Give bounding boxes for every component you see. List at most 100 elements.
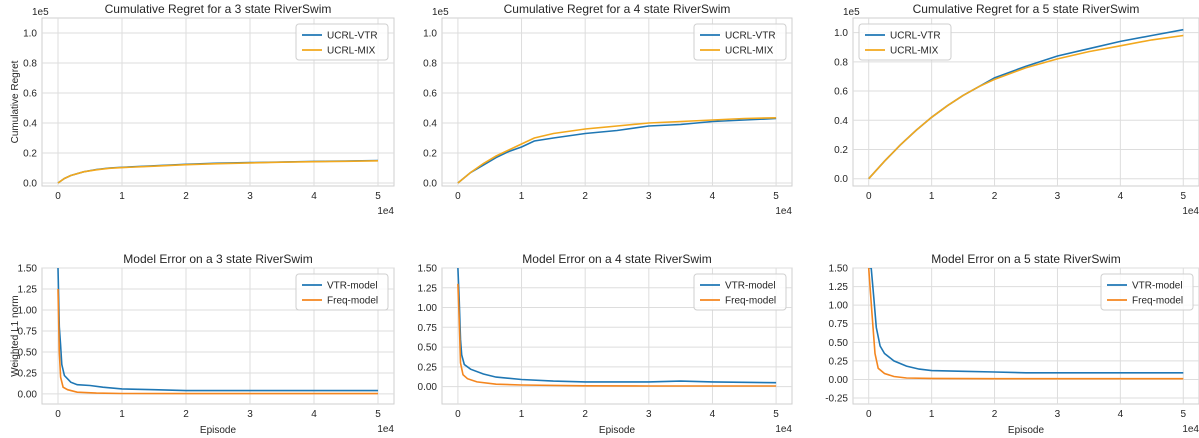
x-tick-label: 2 (582, 409, 588, 420)
legend-label: UCRL-MIX (725, 46, 774, 57)
legend: VTR-model Freq-model (693, 273, 787, 311)
x-tick-label: 0 (455, 409, 461, 420)
y-tick-label: 0.6 (834, 87, 848, 98)
chart-panel-6: -0.25 0.00 0.25 0.50 0.75 1.00 1.25 1.50 0 1 2 3 4 5 1… (825, 252, 1199, 436)
series-line-1 (868, 268, 1184, 374)
x-tick-label: 0 (866, 191, 872, 202)
chart-panel-2: 0.0 0.2 0.4 0.6 0.8 1.0 0 1 2 3 4 5 1e5 1e4 Cumulative… (423, 2, 793, 217)
y-multiplier: 1e5 (843, 7, 860, 18)
chart-panel-1: 0.0 0.2 0.4 0.6 0.8 1.0 0 1 2 3 4 5 1e5 1e4 Cumulative… (10, 2, 395, 217)
x-tick-label: 1 (119, 191, 125, 202)
y-tick-label: 0.00 (18, 389, 38, 400)
x-tick-label: 5 (375, 409, 381, 420)
y-tick-label: 0.8 (23, 59, 37, 70)
x-tick-label: 3 (247, 409, 253, 420)
x-multiplier: 1e4 (775, 206, 792, 217)
x-tick-label: 2 (582, 191, 588, 202)
y-tick-label: 0.00 (829, 375, 849, 386)
x-tick-label: 2 (992, 409, 998, 420)
y-tick-label: 0.4 (834, 116, 848, 127)
y-tick-label: 0.8 (834, 57, 848, 68)
x-multiplier: 1e4 (775, 424, 792, 435)
series-line-2 (867, 268, 1184, 380)
legend-label: VTR-model (327, 281, 378, 292)
y-tick-label: 0.25 (18, 368, 38, 379)
y-tick-label: 1.50 (829, 264, 849, 275)
y-tick-label: 0.4 (23, 119, 37, 130)
chart-title: Cumulative Regret for a 4 state RiverSwi… (504, 2, 731, 16)
series-line-2 (57, 160, 379, 184)
y-tick-label: 0.75 (829, 319, 849, 330)
y-tick-label: 0.50 (829, 338, 849, 349)
x-tick-label: 1 (929, 191, 935, 202)
x-tick-label: 5 (773, 409, 779, 420)
y-tick-label: 0.6 (23, 89, 37, 100)
x-tick-label: 4 (311, 191, 317, 202)
x-tick-label: 4 (1118, 191, 1124, 202)
legend-box (295, 273, 389, 311)
y-multiplier: 1e5 (32, 7, 49, 18)
x-tick-label: 1 (119, 409, 125, 420)
y-tick-label: 1.25 (18, 284, 38, 295)
legend-label: VTR-model (725, 281, 776, 292)
series-line-2 (457, 283, 777, 387)
y-tick-label: 0.00 (418, 382, 438, 393)
legend: UCRL-VTR UCRL-MIX (295, 23, 389, 61)
series-line-1 (57, 268, 378, 392)
legend-box (693, 23, 787, 61)
x-axis-label: Episode (1008, 425, 1045, 436)
x-axis-label: Episode (599, 425, 636, 436)
y-tick-label: 1.00 (418, 303, 438, 314)
x-tick-label: 2 (183, 409, 189, 420)
chart-title: Model Error on a 5 state RiverSwim (931, 252, 1120, 266)
x-tick-label: 2 (992, 191, 998, 202)
y-tick-label: 0.50 (18, 347, 38, 358)
y-tick-label: 1.0 (23, 29, 37, 40)
y-tick-label: 0.8 (423, 59, 437, 70)
x-tick-label: 1 (519, 191, 525, 202)
y-tick-label: 0.0 (834, 174, 848, 185)
y-tick-label: 0.2 (423, 149, 437, 160)
chart-panel-4: 0.00 0.25 0.50 0.75 1.00 1.25 1.50 0 1 2 3 4 5 1e4 Mod… (10, 252, 395, 436)
x-tick-label: 0 (866, 409, 872, 420)
y-tick-label: 0.25 (418, 362, 438, 373)
x-multiplier: 1e4 (377, 206, 394, 217)
x-tick-label: 0 (55, 191, 61, 202)
chart-panel-5: 0.00 0.25 0.50 0.75 1.00 1.25 1.50 0 1 2 3 4 5 1e4 Mod… (418, 252, 793, 436)
series-line-2 (57, 288, 378, 395)
series-line-2 (457, 117, 777, 184)
x-axis-label: Episode (200, 425, 237, 436)
y-tick-label: 0.2 (834, 145, 848, 156)
x-tick-label: 5 (1180, 191, 1186, 202)
y-tick-label: 0.75 (418, 323, 438, 334)
x-tick-label: 2 (183, 191, 189, 202)
x-tick-label: 0 (55, 409, 61, 420)
y-tick-label: 1.00 (829, 301, 849, 312)
y-tick-label: -0.25 (825, 394, 848, 405)
y-axis-label: Cumulative Regret (10, 60, 21, 143)
legend-label: UCRL-VTR (890, 31, 941, 42)
y-tick-label: 1.25 (829, 282, 849, 293)
x-tick-label: 4 (311, 409, 317, 420)
y-tick-label: 0.0 (423, 179, 437, 190)
x-tick-label: 5 (1180, 409, 1186, 420)
y-tick-label: 0.75 (18, 326, 38, 337)
legend: VTR-model Freq-model (1100, 273, 1194, 311)
y-tick-label: 0.4 (423, 119, 437, 130)
legend-label: UCRL-MIX (890, 46, 939, 57)
x-multiplier: 1e4 (1182, 424, 1199, 435)
y-tick-label: 1.0 (423, 29, 437, 40)
x-tick-label: 5 (773, 191, 779, 202)
series-line-1 (457, 268, 777, 384)
x-tick-label: 3 (646, 409, 652, 420)
legend-label: Freq-model (327, 296, 378, 307)
x-multiplier: 1e4 (1182, 206, 1199, 217)
x-tick-label: 3 (646, 191, 652, 202)
legend: VTR-model Freq-model (295, 273, 389, 311)
x-tick-label: 0 (455, 191, 461, 202)
y-tick-label: 1.50 (18, 264, 38, 275)
chart-title: Cumulative Regret for a 3 state RiverSwi… (105, 2, 332, 16)
y-tick-label: 0.25 (829, 356, 849, 367)
legend-label: UCRL-VTR (327, 31, 378, 42)
legend: UCRL-VTR UCRL-MIX (858, 23, 952, 61)
